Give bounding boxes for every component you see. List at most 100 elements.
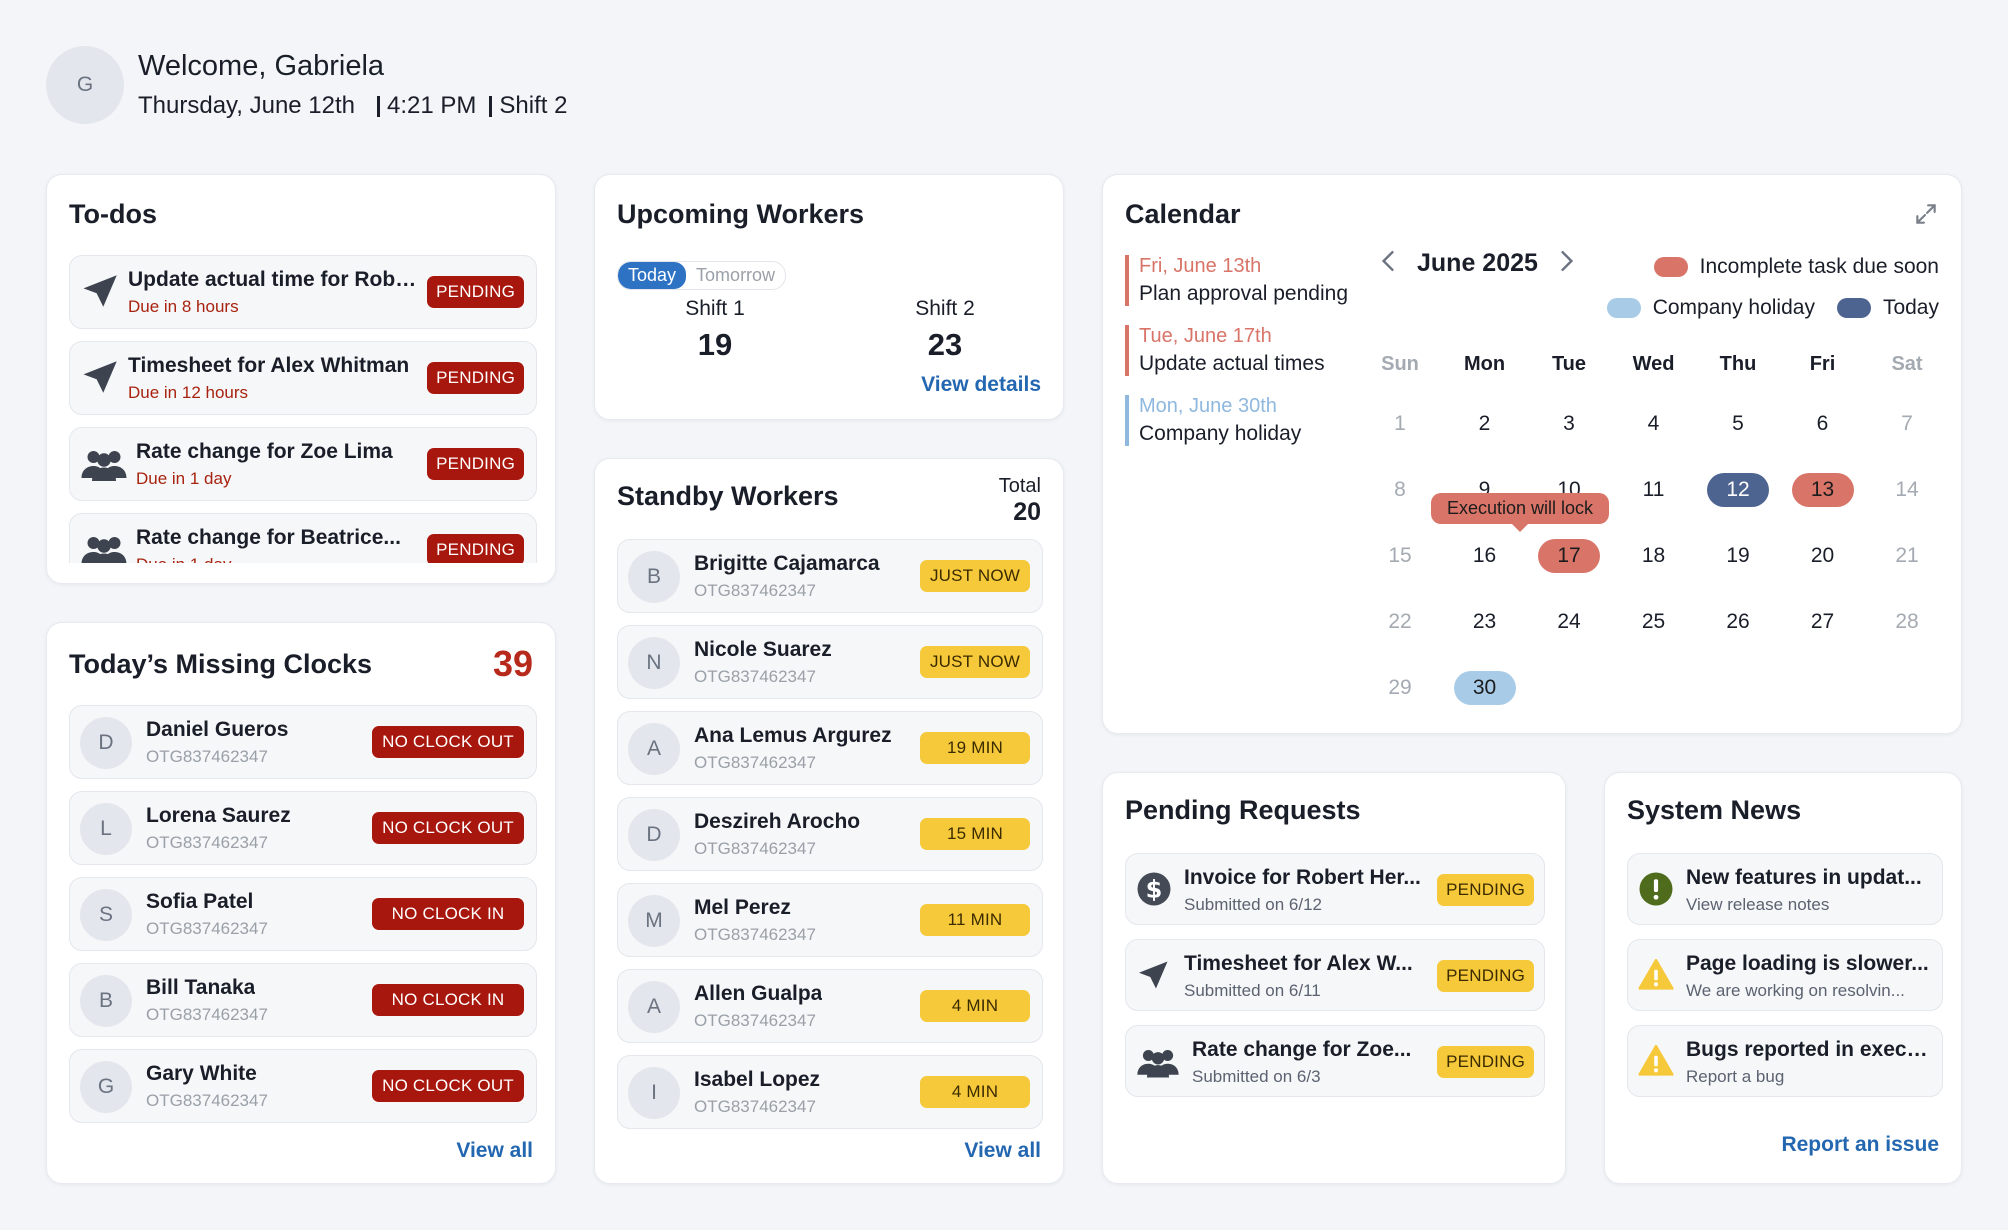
todo-item[interactable]: Rate change for Zoe Lima Due in 1 day PEND… (69, 427, 537, 501)
weekday-header: Wed (1632, 352, 1675, 375)
calendar-day[interactable]: 29 (1388, 676, 1412, 699)
request-item[interactable]: $ Invoice for Robert Her... Submitted on 6… (1125, 853, 1545, 925)
calendar-day[interactable]: 3 (1563, 412, 1575, 435)
missing-clock-row[interactable]: L Lorena Saurez OTG837462347 NO CLOCK OUT (69, 791, 537, 865)
missing-view-all-link[interactable]: View all (456, 1139, 533, 1162)
status-badge: PENDING (1437, 960, 1534, 992)
status-badge: NO CLOCK OUT (372, 1070, 524, 1102)
request-title: Timesheet for Alex W... (1184, 952, 1413, 975)
chevron-right-icon[interactable] (1558, 250, 1576, 277)
calendar-day[interactable]: 30 (1453, 671, 1516, 705)
request-item[interactable]: Rate change for Zoe... Submitted on 6/3 PE… (1125, 1025, 1545, 1097)
tab-tomorrow[interactable]: Tomorrow (696, 265, 776, 285)
standby-row[interactable]: A Allen Gualpa OTG837462347 4 MIN (617, 969, 1043, 1043)
standby-total-label: Total (998, 475, 1041, 497)
worker-id: OTG837462347 (146, 833, 268, 852)
worker-name: Nicole Suarez (694, 638, 832, 661)
worker-name: Gary White (146, 1062, 257, 1085)
request-title: Invoice for Robert Her... (1184, 866, 1421, 889)
calendar-day[interactable]: 2 (1478, 412, 1491, 435)
event-label: Plan approval pending (1139, 282, 1348, 305)
expand-icon[interactable] (1913, 201, 1939, 227)
status-badge: JUST NOW (920, 560, 1030, 592)
todos-list[interactable]: Update actual time for Robe... Due in 8 h… (47, 175, 555, 563)
calendar-day[interactable]: 20 (1810, 544, 1835, 567)
divider (489, 95, 493, 117)
todo-item[interactable]: Rate change for Beatrice... Due in 1 day P… (69, 513, 537, 563)
worker-id: OTG837462347 (694, 753, 816, 772)
avatar[interactable]: G (46, 46, 124, 124)
missing-clock-row[interactable]: B Bill Tanaka OTG837462347 NO CLOCK IN (69, 963, 537, 1037)
news-item[interactable]: New features in updat... View release not… (1627, 853, 1943, 925)
calendar-day[interactable]: 4 (1647, 412, 1660, 435)
status-badge: NO CLOCK OUT (372, 812, 524, 844)
calendar-day[interactable]: 8 (1394, 478, 1406, 501)
news-item[interactable]: Bugs reported in execu... Report a bug (1627, 1025, 1943, 1097)
people-icon (80, 528, 128, 563)
calendar-day[interactable]: 21 (1895, 544, 1919, 567)
missing-clock-row[interactable]: S Sofia Patel OTG837462347 NO CLOCK IN (69, 877, 537, 951)
calendar-event[interactable]: Tue, June 17th Update actual times (1125, 325, 1325, 376)
view-details-link[interactable]: View details (921, 373, 1041, 396)
calendar-day[interactable]: 6 (1816, 412, 1829, 435)
standby-row[interactable]: A Ana Lemus Argurez OTG837462347 19 MIN (617, 711, 1043, 785)
todos-title: To-dos (69, 199, 157, 229)
calendar-day[interactable]: 14 (1895, 478, 1919, 501)
calendar-event[interactable]: Fri, June 13th Plan approval pending (1125, 255, 1348, 306)
news-title: New features in updat... (1686, 866, 1922, 889)
todo-item[interactable]: Timesheet for Alex Whitman Due in 12 hour… (69, 341, 537, 415)
calendar-day[interactable]: 7 (1901, 412, 1913, 435)
worker-name: Isabel Lopez (694, 1068, 821, 1091)
calendar-day[interactable]: 15 (1388, 544, 1412, 567)
calendar-day[interactable]: 26 (1726, 610, 1750, 633)
standby-row[interactable]: D Deszireh Arocho OTG837462347 15 MIN (617, 797, 1043, 871)
standby-row[interactable]: I Isabel Lopez OTG837462347 4 MIN (617, 1055, 1043, 1129)
avatar: B (80, 975, 132, 1027)
calendar-day[interactable]: 19 (1726, 544, 1750, 567)
calendar-day[interactable]: 13 (1791, 473, 1854, 507)
calendar-day[interactable]: 5 (1732, 412, 1744, 435)
calendar-day[interactable]: 25 (1641, 610, 1666, 633)
dollar-icon: $ (1136, 871, 1172, 907)
standby-row[interactable]: B Brigitte Cajamarca OTG837462347 JUST NOW (617, 539, 1043, 613)
calendar-day[interactable]: 23 (1472, 610, 1497, 633)
calendar-event[interactable]: Mon, June 30th Company holiday (1125, 395, 1301, 446)
calendar-day[interactable]: 1 (1394, 412, 1406, 435)
weekday-header: Mon (1463, 352, 1506, 375)
people-icon (1136, 1043, 1180, 1079)
upcoming-workers-title: Upcoming Workers (617, 199, 865, 229)
missing-clock-row[interactable]: G Gary White OTG837462347 NO CLOCK OUT (69, 1049, 537, 1123)
shift-2-stat: Shift 2 23 (865, 297, 1025, 363)
calendar-day[interactable]: 24 (1557, 610, 1581, 633)
calendar-day[interactable]: 22 (1388, 610, 1412, 633)
worker-id: OTG837462347 (146, 747, 268, 766)
svg-text:$: $ (1146, 875, 1163, 903)
worker-name: Bill Tanaka (146, 976, 256, 999)
chevron-left-icon[interactable] (1379, 250, 1397, 277)
calendar-day[interactable]: 16 (1472, 544, 1497, 567)
standby-view-all-link[interactable]: View all (964, 1139, 1041, 1162)
shift-1-label: Shift 1 (685, 297, 745, 320)
calendar-day[interactable]: 9 (1478, 478, 1491, 501)
event-date: Tue, June 17th (1139, 325, 1272, 347)
event-label: Update actual times (1139, 352, 1325, 375)
calendar-tooltip: Execution will lock (1431, 493, 1610, 532)
standby-row[interactable]: N Nicole Suarez OTG837462347 JUST NOW (617, 625, 1043, 699)
info-circle-icon (1638, 871, 1674, 907)
report-issue-link[interactable]: Report an issue (1781, 1133, 1939, 1156)
request-item[interactable]: Timesheet for Alex W... Submitted on 6/11… (1125, 939, 1545, 1011)
calendar-day[interactable]: 28 (1895, 610, 1919, 633)
news-title: Page loading is slower... (1686, 952, 1929, 975)
missing-clock-row[interactable]: D Daniel Gueros OTG837462347 NO CLOCK OUT (69, 705, 537, 779)
calendar-day[interactable]: 12 (1707, 473, 1769, 507)
calendar-day[interactable]: 27 (1810, 610, 1835, 633)
standby-row[interactable]: M Mel Perez OTG837462347 11 MIN (617, 883, 1043, 957)
news-item[interactable]: Page loading is slower... We are working … (1627, 939, 1943, 1011)
todo-title: Update actual time for Robe... (128, 268, 420, 291)
calendar-day[interactable]: 18 (1641, 544, 1666, 567)
calendar-day[interactable]: 17 (1538, 539, 1600, 573)
avatar: D (80, 717, 132, 769)
calendar-day[interactable]: 11 (1642, 478, 1665, 501)
tab-today[interactable]: Today (618, 262, 687, 289)
todo-item[interactable]: Update actual time for Robe... Due in 8 h… (69, 255, 537, 329)
